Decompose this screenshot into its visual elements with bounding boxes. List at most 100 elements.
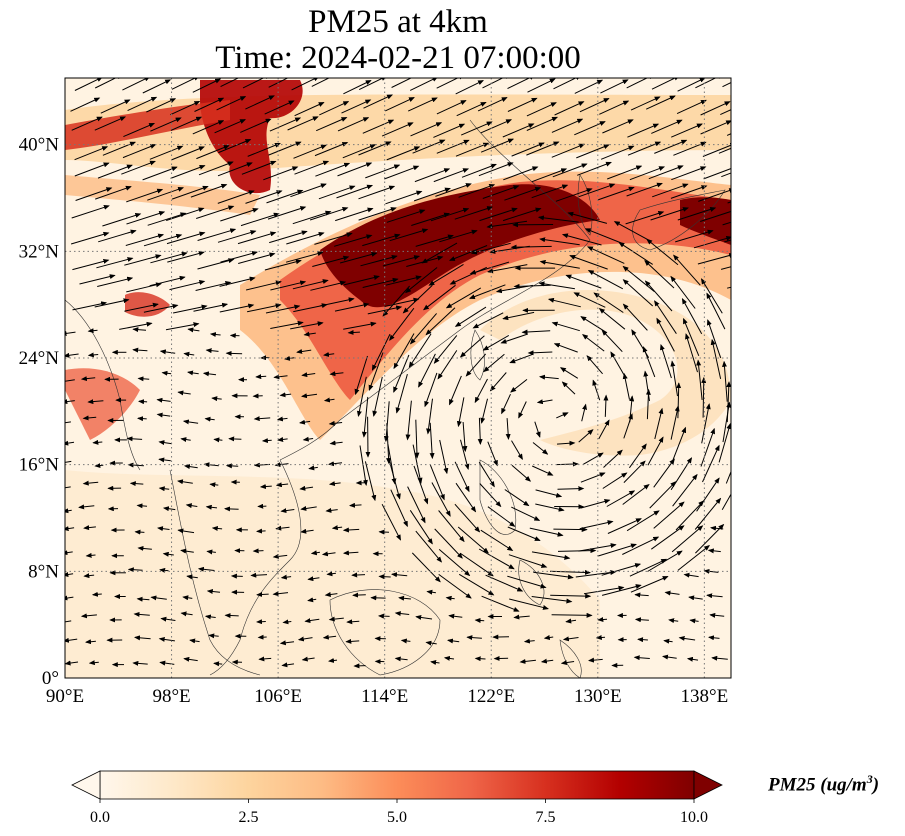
wind-arrow: [329, 440, 343, 446]
wind-arrow: [308, 465, 318, 471]
wind-arrow: [252, 548, 264, 554]
wind-arrow: [342, 527, 360, 533]
wind-arrow: [569, 254, 608, 270]
wind-arrow: [296, 348, 312, 354]
wind-arrow: [65, 660, 79, 666]
wind-arrow: [300, 505, 317, 511]
wind-arrow: [307, 597, 317, 603]
wind-arrow: [307, 576, 320, 582]
wind-arrow: [560, 660, 575, 666]
wind-arrow: [597, 617, 608, 622]
wind-arrow: [183, 656, 198, 662]
wind-arrow: [629, 166, 666, 181]
wind-arrow: [578, 183, 616, 198]
wind-arrow: [412, 139, 446, 154]
wind-arrow: [439, 439, 449, 475]
wind-arrow: [502, 123, 535, 138]
wind-arrow: [149, 145, 184, 160]
wind-arrow: [602, 119, 634, 134]
wind-arrow: [561, 233, 602, 246]
wind-arrow: [400, 638, 411, 644]
wind-arrow: [270, 320, 304, 329]
wind-arrow: [287, 116, 319, 131]
wind-arrow: [134, 635, 151, 641]
wind-arrow: [437, 350, 458, 380]
wind-arrow: [521, 329, 551, 335]
wind-arrow: [507, 526, 541, 541]
wind-arrow: [301, 656, 315, 662]
wind-arrow: [478, 162, 514, 177]
wind-arrow: [225, 350, 243, 356]
wind-arrow: [701, 376, 707, 418]
wind-arrow: [323, 397, 335, 403]
wind-arrow: [567, 211, 608, 224]
colorbar-tick-label: 7.5: [536, 809, 556, 826]
wind-arrow: [319, 101, 350, 116]
wind-arrow: [336, 184, 374, 199]
wind-arrow: [137, 545, 152, 551]
wind-arrow: [292, 210, 332, 225]
wind-arrow: [502, 311, 535, 321]
wind-arrow: [607, 518, 642, 534]
wind-arrow: [136, 596, 150, 602]
wind-arrow: [603, 449, 623, 468]
wind-arrow: [335, 207, 374, 222]
wind-arrow: [219, 303, 255, 313]
wind-arrow: [433, 335, 458, 364]
wind-arrow: [430, 207, 470, 222]
wind-arrow: [246, 303, 282, 313]
wind-arrow: [600, 79, 629, 94]
wind-arrow: [328, 616, 344, 622]
wind-arrow: [469, 261, 510, 275]
wind-arrow: [407, 97, 438, 112]
wind-arrow: [170, 165, 206, 179]
wind-arrow: [257, 634, 267, 640]
wind-arrow: [123, 122, 156, 138]
wind-arrow: [438, 573, 472, 599]
wind-arrow: [264, 259, 302, 271]
wind-arrow: [78, 504, 95, 510]
wind-arrow: [535, 503, 565, 512]
map-frame: [64, 77, 732, 679]
wind-arrow: [551, 321, 580, 332]
wind-arrow: [456, 397, 465, 428]
wind-arrow: [505, 418, 511, 440]
wind-arrow: [292, 279, 329, 290]
wind-arrow: [526, 116, 559, 131]
wind-arrow: [629, 558, 668, 577]
wind-arrow: [218, 139, 252, 154]
wind-arrow: [253, 462, 271, 468]
wind-arrow: [539, 237, 580, 246]
lon-tick-label: 98°E: [152, 686, 190, 707]
wind-arrow: [574, 79, 604, 94]
wind-arrow: [507, 97, 538, 112]
wind-arrow: [345, 638, 360, 644]
wind-arrow: [724, 239, 731, 243]
wind-arrow: [622, 265, 655, 292]
wind-arrow: [426, 398, 433, 435]
wind-arrow: [98, 229, 137, 243]
wind-arrow: [482, 185, 520, 199]
wind-arrow: [646, 238, 679, 266]
wind-arrow: [65, 637, 78, 643]
wind-arrow: [170, 116, 203, 131]
wind-arrow: [284, 355, 295, 361]
wind-arrow: [406, 255, 444, 267]
wind-arrow: [126, 282, 162, 293]
wind-arrow: [644, 260, 675, 289]
wind-arrow: [647, 436, 664, 466]
wind-arrow: [85, 639, 96, 645]
wind-arrow: [310, 550, 320, 556]
wind-arrow: [703, 568, 719, 574]
wind-arrow: [671, 525, 704, 553]
wind-arrow: [127, 96, 158, 112]
wind-arrow: [161, 370, 172, 376]
wind-arrow: [583, 452, 604, 465]
wind-arrow: [532, 442, 549, 455]
wind-arrow: [445, 595, 455, 601]
wind-arrow: [478, 461, 495, 488]
wind-arrow: [672, 426, 687, 462]
wind-arrow: [415, 530, 443, 563]
map-time-subtitle: Time: 2024-02-21 07:00:00: [215, 40, 581, 76]
wind-arrow: [326, 571, 336, 577]
